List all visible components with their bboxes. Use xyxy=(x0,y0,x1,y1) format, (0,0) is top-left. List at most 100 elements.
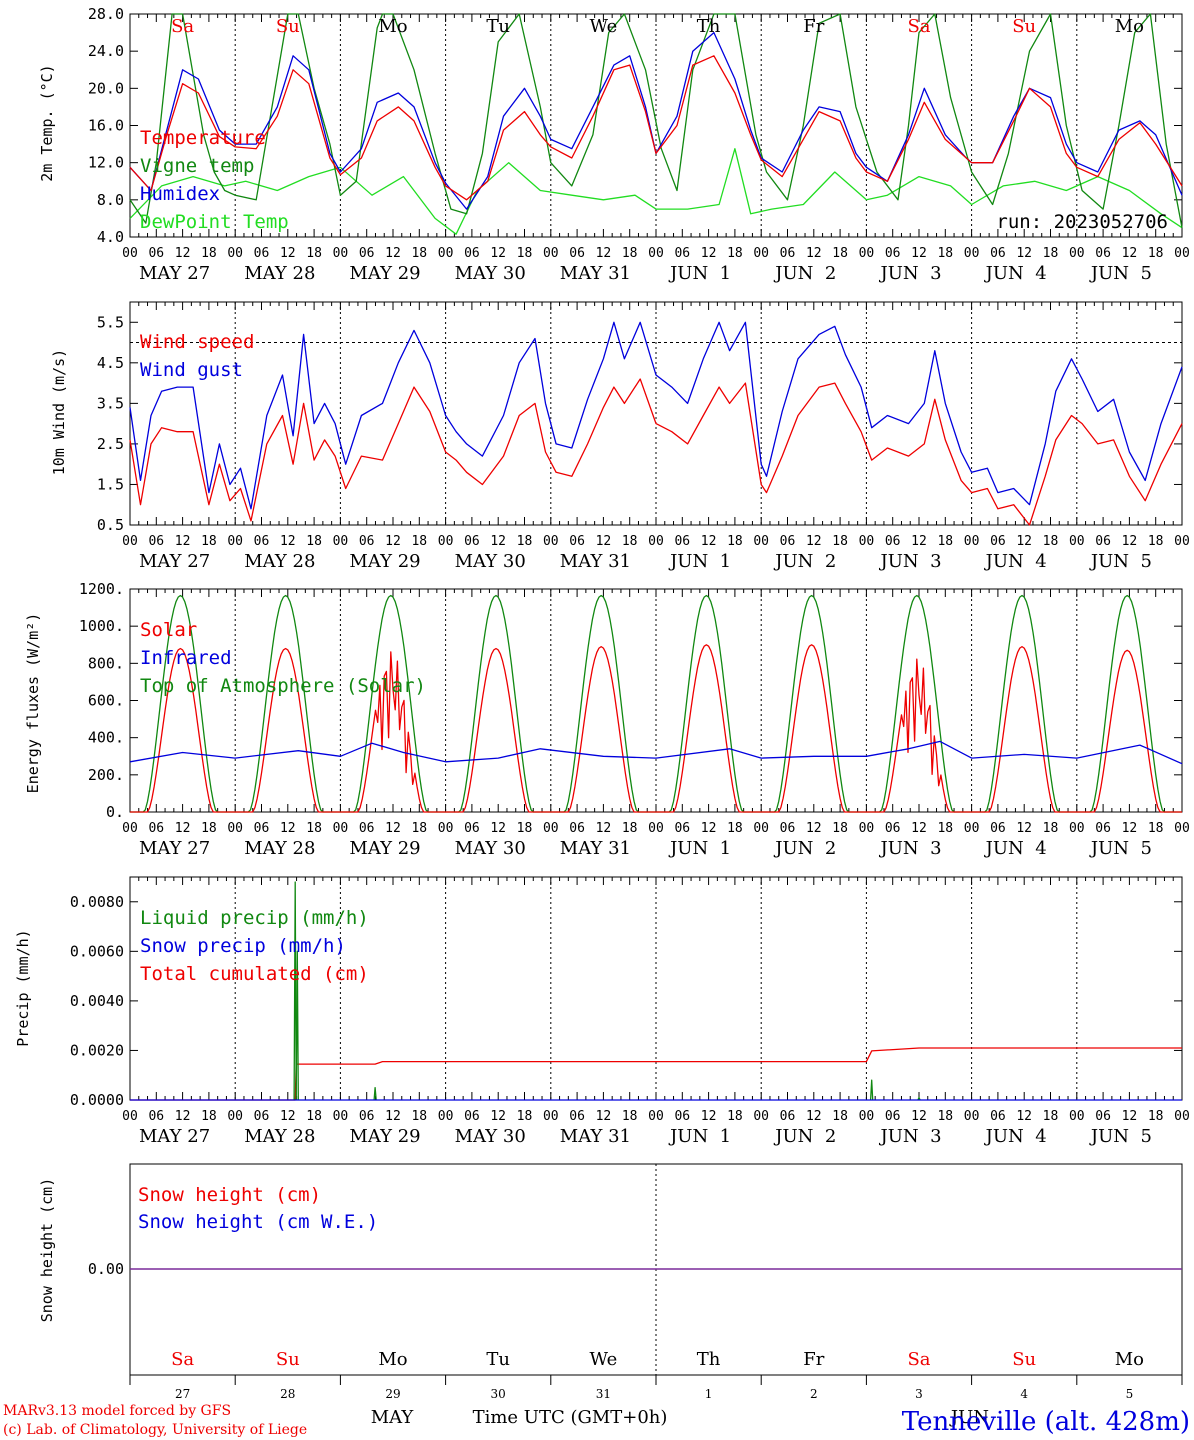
hour-tick-label: 00 xyxy=(122,821,138,836)
y-tick-label: 200. xyxy=(88,766,124,784)
hour-tick-label: 06 xyxy=(359,821,375,836)
hour-tick-label: 18 xyxy=(201,246,217,261)
weekday-label: Tu xyxy=(486,1349,510,1370)
hour-tick-label: 18 xyxy=(306,534,322,549)
weekday-label: We xyxy=(590,16,618,37)
hour-tick-label: 06 xyxy=(464,246,480,261)
weekday-label: Mo xyxy=(1115,16,1144,37)
hour-tick-label: 00 xyxy=(227,246,243,261)
hour-tick-label: 00 xyxy=(1174,1109,1190,1124)
hour-tick-label: 12 xyxy=(280,821,296,836)
hour-tick-label: 00 xyxy=(648,246,664,261)
hour-tick-label: 06 xyxy=(464,821,480,836)
day-label: MAY 28 xyxy=(244,263,315,284)
day-label: MAY 30 xyxy=(455,551,526,572)
weekday-label: Sa xyxy=(171,1349,194,1370)
legend-snow-height-we: Snow height (cm W.E.) xyxy=(138,1211,378,1233)
y-tick-label: 5.5 xyxy=(97,313,124,331)
hour-tick-label: 18 xyxy=(622,246,638,261)
hour-tick-label: 06 xyxy=(1095,821,1111,836)
hour-tick-label: 12 xyxy=(385,821,401,836)
hour-tick-label: 00 xyxy=(227,821,243,836)
hour-tick-label: 12 xyxy=(596,821,612,836)
hour-tick-label: 12 xyxy=(490,246,506,261)
hour-tick-label: 18 xyxy=(937,246,953,261)
weekday-label: Sa xyxy=(907,16,930,37)
day-label: JUN 1 xyxy=(668,838,731,859)
hour-tick-label: 18 xyxy=(411,534,427,549)
day-number: 27 xyxy=(175,1387,190,1401)
day-label: JUN 1 xyxy=(668,263,731,284)
liquid-precip-spike xyxy=(373,1086,377,1101)
run-annotation: run: 2023052706 xyxy=(996,211,1168,233)
hour-tick-label: 12 xyxy=(385,534,401,549)
legend-solar: Solar xyxy=(140,619,197,641)
day-number: 3 xyxy=(915,1387,923,1401)
hour-tick-label: 18 xyxy=(201,1109,217,1124)
hour-tick-label: 06 xyxy=(464,534,480,549)
hour-tick-label: 00 xyxy=(543,534,559,549)
day-label: JUN 4 xyxy=(984,263,1047,284)
hour-tick-label: 18 xyxy=(622,821,638,836)
hour-tick-label: 12 xyxy=(280,246,296,261)
hour-tick-label: 00 xyxy=(333,534,349,549)
day-label: JUN 4 xyxy=(984,551,1047,572)
hour-tick-label: 12 xyxy=(701,534,717,549)
weekday-label: Su xyxy=(276,16,300,37)
wind-ylabel: 10m Wind (m/s) xyxy=(50,349,68,475)
hour-tick-label: 06 xyxy=(780,1109,796,1124)
hour-tick-label: 12 xyxy=(175,534,191,549)
hour-tick-label: 12 xyxy=(490,821,506,836)
y-tick-label: 0. xyxy=(106,803,124,821)
hour-tick-label: 06 xyxy=(464,1109,480,1124)
hour-tick-label: 12 xyxy=(280,534,296,549)
y-tick-label: 8.0 xyxy=(97,191,124,209)
day-label: JUN 2 xyxy=(773,838,836,859)
day-number: 1 xyxy=(705,1387,713,1401)
infrared-line xyxy=(129,740,1183,765)
day-label: JUN 1 xyxy=(668,1126,731,1147)
hour-tick-label: 06 xyxy=(148,534,164,549)
day-label: JUN 5 xyxy=(1089,551,1152,572)
hour-tick-label: 18 xyxy=(1148,246,1164,261)
hour-tick-label: 18 xyxy=(937,821,953,836)
hour-tick-label: 12 xyxy=(806,534,822,549)
hour-tick-label: 18 xyxy=(411,821,427,836)
hour-tick-label: 18 xyxy=(622,1109,638,1124)
hour-tick-label: 18 xyxy=(306,821,322,836)
hour-tick-label: 00 xyxy=(122,246,138,261)
hour-tick-label: 00 xyxy=(438,534,454,549)
y-tick-label: 2.5 xyxy=(97,435,124,453)
legend-wind-gust: Wind gust xyxy=(140,359,243,381)
y-tick-label: 24.0 xyxy=(88,42,124,60)
hour-tick-label: 06 xyxy=(148,246,164,261)
hour-tick-label: 12 xyxy=(385,1109,401,1124)
hour-tick-label: 12 xyxy=(1122,246,1138,261)
hour-tick-label: 06 xyxy=(1095,534,1111,549)
day-label: JUN 2 xyxy=(773,551,836,572)
hour-tick-label: 00 xyxy=(753,534,769,549)
weekday-label: Mo xyxy=(378,1349,407,1370)
hour-tick-label: 00 xyxy=(753,1109,769,1124)
weekday-label: Su xyxy=(276,1349,300,1370)
precip-ylabel: Precip (mm/h) xyxy=(14,929,32,1046)
legend-dewpoint: DewPoint Temp xyxy=(140,211,289,233)
snow-ylabel: Snow height (cm) xyxy=(38,1178,56,1323)
legend-total-cumulated: Total cumulated (cm) xyxy=(140,963,369,985)
hour-tick-label: 18 xyxy=(832,1109,848,1124)
hour-tick-label: 18 xyxy=(622,534,638,549)
hour-tick-label: 00 xyxy=(543,821,559,836)
hour-tick-label: 18 xyxy=(201,534,217,549)
y-tick-label: 400. xyxy=(88,729,124,747)
hour-tick-label: 12 xyxy=(806,1109,822,1124)
hour-tick-label: 06 xyxy=(254,1109,270,1124)
y-tick-label: 4.0 xyxy=(97,228,124,246)
legend-toa-solar: Top of Atmosphere (Solar) xyxy=(140,675,426,697)
hour-tick-label: 00 xyxy=(1069,821,1085,836)
y-tick-label: 0.0020 xyxy=(70,1041,124,1059)
weekday-label: We xyxy=(590,1349,618,1370)
hour-tick-label: 12 xyxy=(175,1109,191,1124)
hour-tick-label: 12 xyxy=(911,534,927,549)
day-number: 5 xyxy=(1126,1387,1134,1401)
